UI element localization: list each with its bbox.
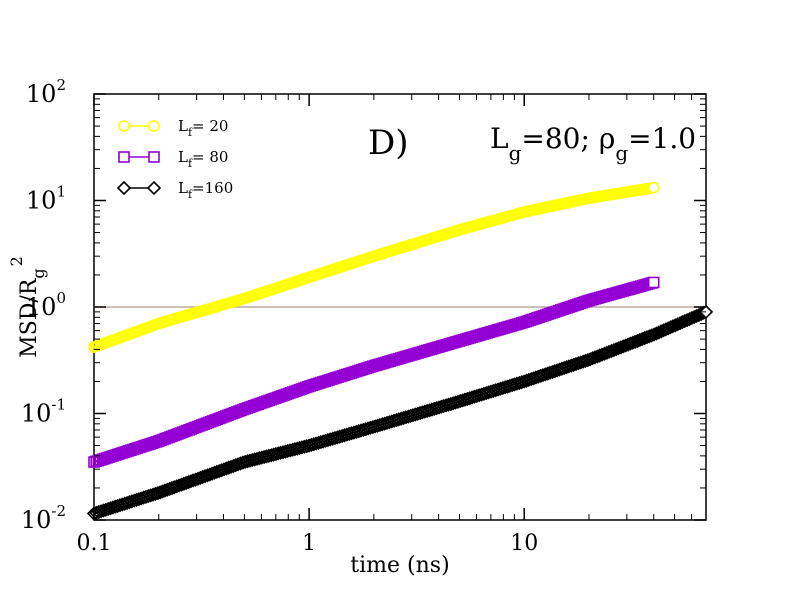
legend-label-rest: =160 [192,179,233,197]
x-tick-label: 0.1 [77,531,112,556]
system-label-L: L [490,122,509,155]
y-tick-label: 102 [26,76,66,108]
legend-marker-right [148,151,160,163]
y-tick-label: 101 [26,183,66,215]
y-tick-label: 100 [26,289,66,321]
data-point [656,323,671,338]
legend-label: Lf=160 [178,179,233,201]
legend-label-main: L [178,117,188,135]
y-tick-label: 10-1 [21,396,66,428]
legend-label: Lf= 20 [178,117,228,139]
x-tick-label: 1 [302,531,316,556]
y-tick-exponent: 1 [56,183,66,201]
series-circle [88,181,660,353]
data-point [647,276,660,289]
system-label-sub-g: g [509,141,522,165]
system-label-value1: =80; [521,122,598,155]
y-tick-base: 10 [21,400,52,428]
legend-label-main: L [178,148,188,166]
series-square [88,276,660,468]
system-label-sub-g2: g [615,141,628,165]
y-tick-exponent: -2 [51,502,66,520]
y-axis-label: MSD/Rg2 [7,256,48,358]
system-label-rho: ρ [599,122,615,155]
legend-label-sub: f [188,157,193,170]
legend-label-main: L [178,179,188,197]
data-point [668,318,683,333]
data-point [661,321,676,336]
y-tick-exponent: 0 [56,289,66,307]
panel-label: D) [368,123,409,163]
legend-label: Lf= 80 [178,148,228,170]
ylabel-main: MSD/R [17,277,42,358]
legend-label-sub: f [188,126,193,139]
data-point [653,324,669,339]
data-point [639,330,655,345]
data-point [687,309,702,325]
data-point [642,329,657,344]
data-point [646,327,662,342]
data-point [658,322,673,337]
data-point [675,315,690,330]
data-point [663,320,678,335]
legend-label-sub: f [188,188,193,201]
legend-marker-right [148,120,160,132]
y-axis-label-group: MSD/Rg2 [7,256,48,358]
data-point [644,328,659,343]
system-label: Lg=80; ρg=1.0 [490,122,696,165]
y-tick-base: 10 [26,293,57,321]
ylabel-sub: g [29,268,48,278]
y-tick-exponent: -1 [51,396,66,414]
data-point [649,326,664,341]
data-point [647,181,660,194]
data-point [665,319,681,334]
legend-label-rest: = 80 [192,148,228,166]
legend-marker-left [118,120,130,132]
legend-marker-right [146,180,162,196]
y-tick-label: 10-2 [21,502,66,534]
data-point [689,308,704,324]
legend-marker-left [116,180,132,196]
data-point [682,311,697,327]
y-tick-base: 10 [21,506,52,534]
y-tick-base: 10 [26,80,57,108]
legend-label-rest: = 20 [192,117,228,135]
y-tick-base: 10 [26,187,57,215]
ylabel-sup: 2 [7,256,26,266]
series-layer [86,181,714,521]
x-axis-label: time (ns) [350,553,449,578]
data-point [684,310,699,326]
data-point [651,325,666,340]
y-tick-exponent: 2 [56,76,66,94]
series-diamond [86,304,714,521]
x-tick-label: 10 [510,531,538,556]
system-label-value2: =1.0 [628,122,696,155]
data-point [677,314,692,329]
data-point [670,317,685,332]
data-point [679,312,695,328]
data-point [672,316,688,331]
legend-marker-left [118,151,130,163]
